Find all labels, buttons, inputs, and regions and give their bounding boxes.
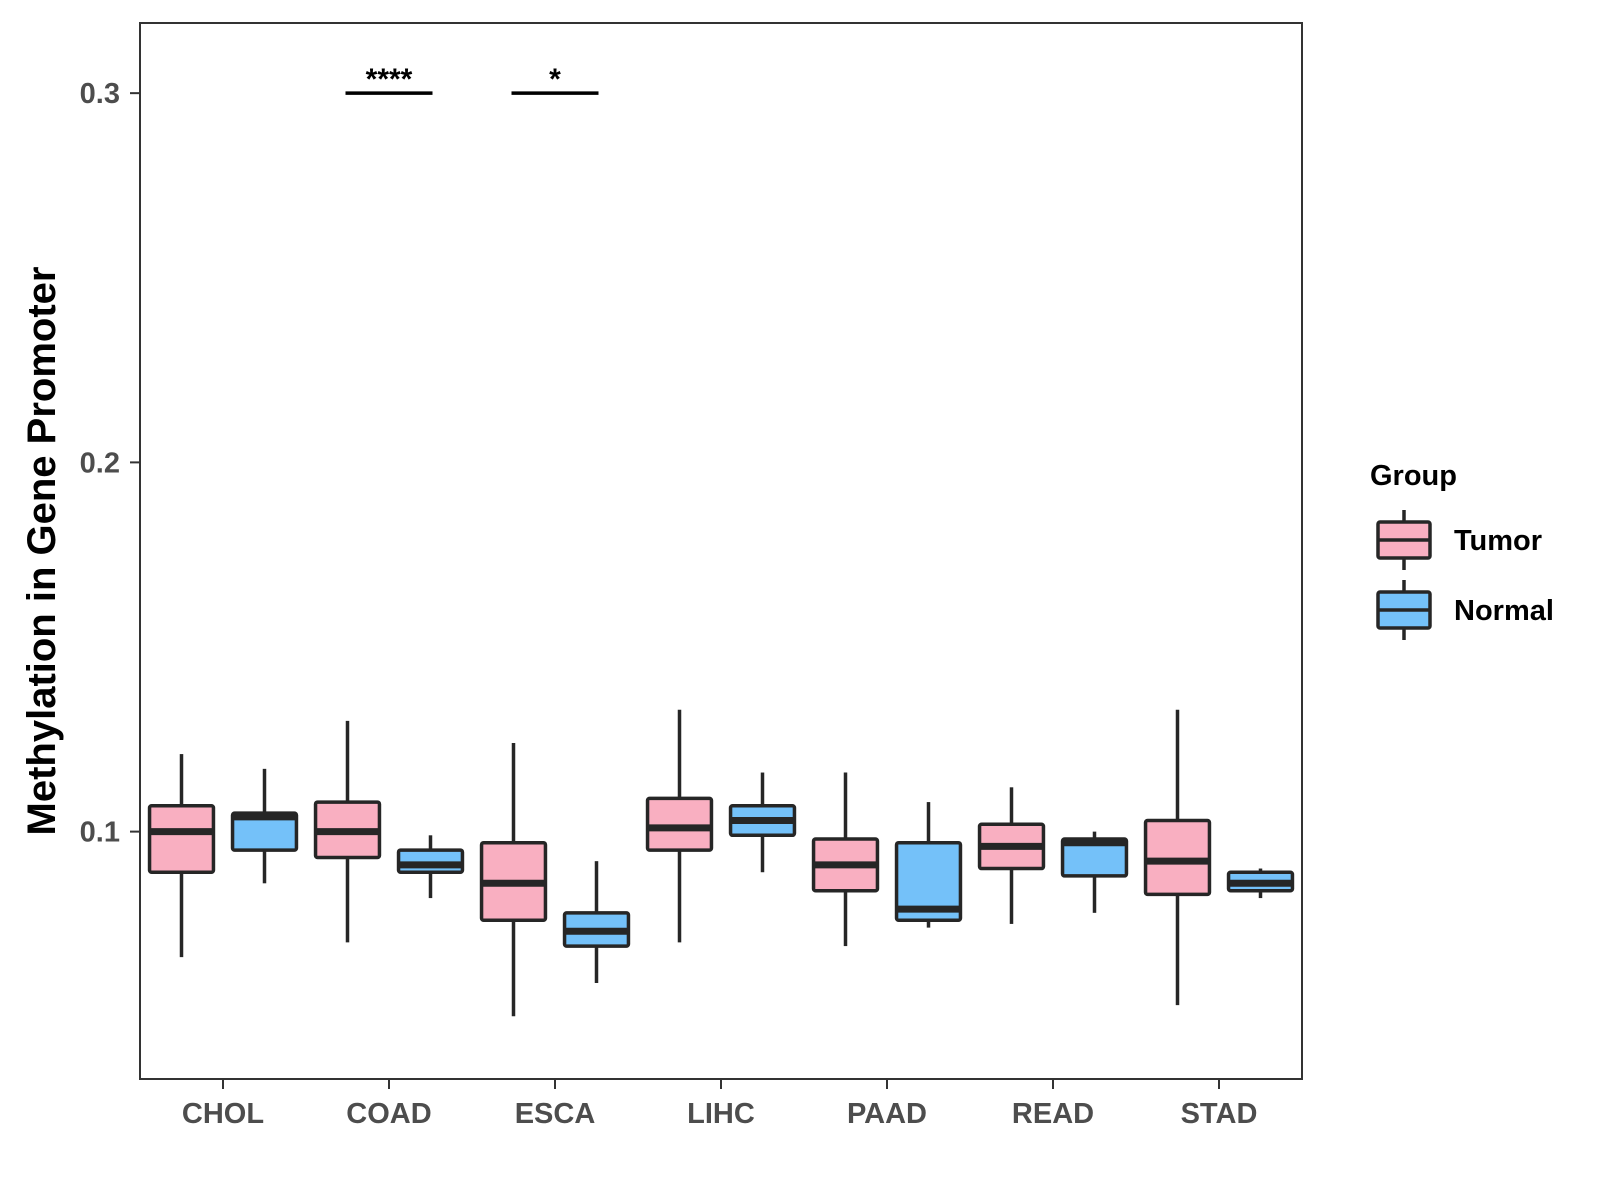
iqr-box <box>396 848 465 874</box>
box-normal-read <box>1060 831 1129 913</box>
box-normal-stad <box>1226 868 1295 899</box>
iqr-box <box>1143 818 1212 897</box>
box-tumor-chol <box>147 754 216 958</box>
box-layer <box>147 709 1295 1017</box>
x-tick-label: PAAD <box>847 1098 927 1130</box>
legend-item-normal: Normal <box>1376 580 1554 640</box>
significance-coad: **** <box>345 63 433 96</box>
x-tick-label: LIHC <box>687 1098 755 1130</box>
x-tick-label: STAD <box>1181 1098 1258 1130</box>
y-tick-label: 0.2 <box>80 447 120 479</box>
iqr-box <box>147 804 216 874</box>
significance-esca: * <box>511 63 599 96</box>
box-tumor-lihc <box>645 709 714 943</box>
x-tick-label: COAD <box>346 1098 431 1130</box>
legend-label: Tumor <box>1454 525 1542 557</box>
box-normal-paad <box>894 802 963 928</box>
x-axis: CHOL COAD ESCA LIHC PAAD READ STAD <box>182 1079 1257 1130</box>
box-tumor-read <box>977 787 1046 924</box>
iqr-box <box>894 840 963 922</box>
iqr-box <box>230 811 299 852</box>
y-axis: 0.1 0.2 0.3 <box>80 78 140 849</box>
iqr-box <box>1060 837 1129 878</box>
legend-label: Normal <box>1454 595 1554 627</box>
box-normal-chol <box>230 768 299 884</box>
box-tumor-stad <box>1143 709 1212 1006</box>
y-axis-title: Methylation in Gene Promoter <box>20 267 64 836</box>
box-normal-esca <box>562 861 631 983</box>
significance-annotations: **** * <box>345 63 599 96</box>
legend-title: Group <box>1370 460 1457 492</box>
iqr-box <box>645 796 714 852</box>
x-tick-label: READ <box>1012 1098 1094 1130</box>
legend: Group Tumor Normal <box>1370 460 1554 640</box>
box-normal-lihc <box>728 772 797 873</box>
x-tick-label: ESCA <box>515 1098 596 1130</box>
y-tick-label: 0.1 <box>80 817 120 849</box>
box-tumor-coad <box>313 720 382 943</box>
box-tumor-paad <box>811 772 880 947</box>
significance-label: **** <box>366 63 413 96</box>
box-normal-coad <box>396 835 465 899</box>
box-tumor-esca <box>479 743 548 1017</box>
legend-item-tumor: Tumor <box>1376 510 1542 570</box>
x-tick-label: CHOL <box>182 1098 264 1130</box>
significance-label: * <box>549 63 561 96</box>
y-tick-label: 0.3 <box>80 78 120 110</box>
